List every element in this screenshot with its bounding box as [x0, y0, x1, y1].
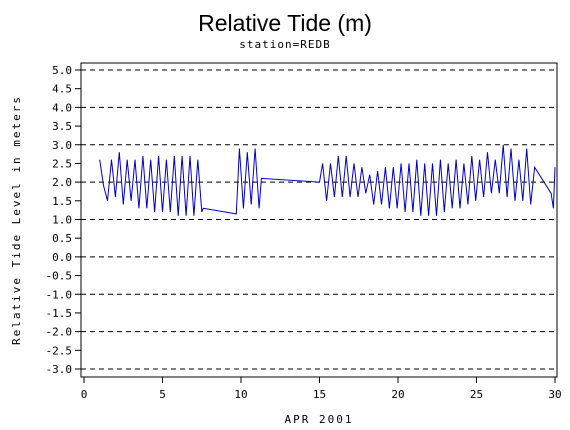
y-tick-label: -2.5	[46, 344, 73, 357]
y-tick-label: 1.0	[52, 214, 72, 227]
y-tick-label: 4.5	[52, 83, 72, 96]
y-tick-label: -3.0	[46, 363, 73, 376]
x-tick-label: 30	[548, 388, 561, 401]
grid-lines	[81, 69, 557, 370]
y-axis-ticks: 5.0 4.5 4.0 3.5 3.0 2.5 2.0 1.5 1.0 0.5 0.0 -0.5 -1.…	[46, 64, 81, 376]
y-tick-label: 2.5	[52, 157, 72, 170]
x-tick-label: 25	[470, 388, 483, 401]
y-tick-label: -2.0	[46, 326, 73, 339]
chart-subtitle: station=REDB	[239, 38, 330, 51]
x-tick-label: 20	[391, 388, 404, 401]
y-tick-label: -1.0	[46, 288, 73, 301]
x-tick-label: 0	[81, 388, 88, 401]
y-tick-label: 0.0	[52, 251, 72, 264]
y-tick-label: 1.5	[52, 195, 72, 208]
series-layer	[99, 144, 556, 216]
y-tick-label: 2.0	[52, 176, 72, 189]
x-tick-label: 15	[313, 388, 326, 401]
y-tick-label: -1.5	[46, 307, 73, 320]
x-axis-label: APR 2001	[285, 413, 354, 426]
x-axis-ticks: 0 5 10 15 20 25 30	[81, 377, 562, 401]
y-axis-label: Relative Tide Level in meters	[10, 95, 23, 345]
y-tick-label: 4.0	[52, 101, 72, 114]
chart-title: Relative Tide (m)	[198, 10, 372, 36]
x-tick-label: 5	[159, 388, 166, 401]
y-tick-label: 5.0	[52, 64, 72, 77]
tide-series-line	[99, 144, 556, 216]
y-tick-label: 3.0	[52, 139, 72, 152]
y-tick-label: -0.5	[46, 270, 73, 283]
y-tick-label: 0.5	[52, 232, 72, 245]
x-tick-label: 10	[234, 388, 247, 401]
y-tick-label: 3.5	[52, 120, 72, 133]
